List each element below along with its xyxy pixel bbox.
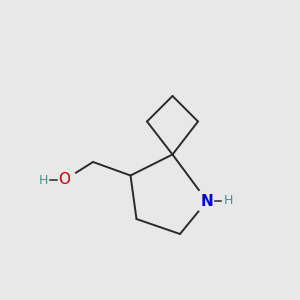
Text: H: H	[39, 173, 48, 187]
Text: N: N	[201, 194, 213, 208]
Text: O: O	[58, 172, 70, 188]
Circle shape	[52, 168, 76, 192]
Circle shape	[195, 189, 219, 213]
Text: H: H	[223, 194, 233, 208]
